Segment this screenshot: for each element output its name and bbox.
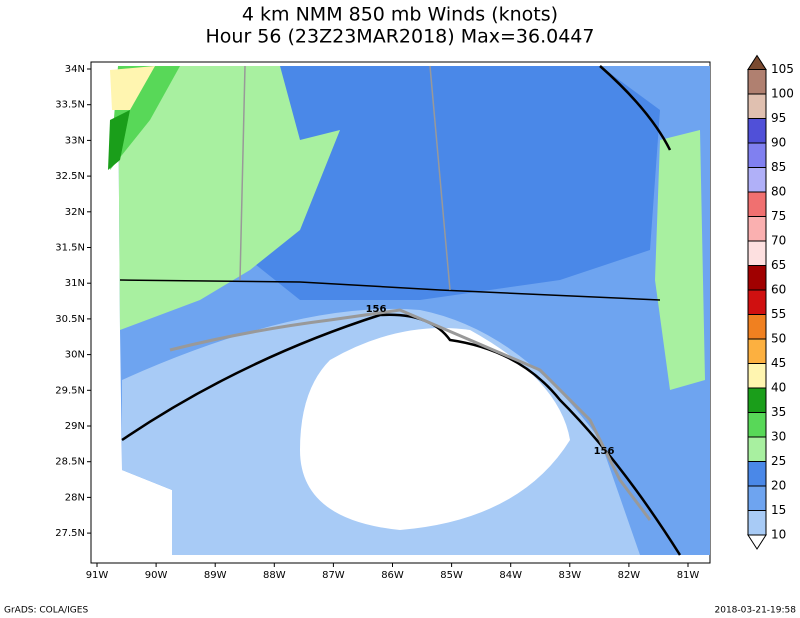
legend-label: 10 xyxy=(771,528,786,542)
coastline xyxy=(169,308,652,521)
lat-label: 32N xyxy=(65,207,85,218)
legend-label: 75 xyxy=(771,209,786,223)
lon-label: 88W xyxy=(263,570,286,581)
lon-label: 83W xyxy=(558,570,581,581)
lat-label: 27.5N xyxy=(55,528,85,539)
lon-label: 86W xyxy=(381,570,404,581)
legend-label: 55 xyxy=(771,307,786,321)
region-light-green-east xyxy=(655,130,705,390)
lat-label: 31.5N xyxy=(55,243,85,254)
legend-swatch xyxy=(747,240,767,266)
lon-label: 87W xyxy=(322,570,345,581)
legend-swatch xyxy=(747,118,767,144)
legend-swatch xyxy=(747,216,767,242)
lat-label: 32.5N xyxy=(55,171,85,182)
legend-label: 90 xyxy=(771,136,786,150)
map-area xyxy=(90,61,711,564)
lon-label: 90W xyxy=(145,570,168,581)
lat-label: 33.5N xyxy=(55,100,85,111)
legend-label: 60 xyxy=(771,283,786,297)
legend-label: 95 xyxy=(771,111,786,125)
legend-label: 45 xyxy=(771,356,786,370)
legend-swatch xyxy=(747,461,767,487)
legend-swatch xyxy=(747,142,767,168)
legend-swatch xyxy=(747,69,767,95)
legend-label: 25 xyxy=(771,454,786,468)
legend-label: 20 xyxy=(771,479,786,493)
lat-label: 29.5N xyxy=(55,385,85,396)
legend-swatch xyxy=(747,412,767,438)
state-border xyxy=(239,65,451,291)
lat-label: 30.5N xyxy=(55,314,85,325)
lon-label: 82W xyxy=(618,570,641,581)
legend-label: 40 xyxy=(771,381,786,395)
legend-swatch xyxy=(747,338,767,364)
region-white xyxy=(300,328,570,530)
region-dark-green xyxy=(108,110,130,170)
legend-label: 35 xyxy=(771,405,786,419)
legend-swatch xyxy=(747,265,767,291)
region-deep-blue xyxy=(250,66,660,300)
legend-swatch xyxy=(747,387,767,413)
lat-label: 33N xyxy=(65,135,85,146)
legend-label: 105 xyxy=(771,62,794,76)
legend-swatch xyxy=(747,363,767,389)
legend-swatch xyxy=(747,436,767,462)
lon-label: 91W xyxy=(86,570,109,581)
lat-label: 31N xyxy=(65,278,85,289)
legend-swatch xyxy=(747,191,767,217)
legend-label: 80 xyxy=(771,185,786,199)
legend-label: 65 xyxy=(771,258,786,272)
legend-swatch xyxy=(747,534,767,550)
subtitle: Hour 56 (23Z23MAR2018) Max=36.0447 xyxy=(206,26,595,48)
contour-label: 156 xyxy=(594,446,615,457)
footer-right: 2018-03-21-19:58 xyxy=(715,606,797,616)
legend-swatch xyxy=(747,510,767,536)
state-border xyxy=(119,279,661,301)
legend-label: 70 xyxy=(771,234,786,248)
legend-swatch xyxy=(747,289,767,315)
region-light-green xyxy=(118,66,340,330)
legend-label: 15 xyxy=(771,503,786,517)
lon-label: 81W xyxy=(677,570,700,581)
lon-label: 89W xyxy=(204,570,227,581)
legend-label: 100 xyxy=(771,87,794,101)
lat-label: 28N xyxy=(65,492,85,503)
legend-label: 85 xyxy=(771,160,786,174)
legend-swatch xyxy=(747,93,767,119)
legend-swatch xyxy=(747,54,767,70)
lat-label: 28.5N xyxy=(55,457,85,468)
region-yellow xyxy=(110,66,155,110)
contour-label: 156 xyxy=(366,304,387,315)
legend-label: 30 xyxy=(771,430,786,444)
title: 4 km NMM 850 mb Winds (knots) xyxy=(242,4,558,26)
legend-swatch xyxy=(747,314,767,340)
lon-label: 84W xyxy=(499,570,522,581)
legend-swatch xyxy=(747,167,767,193)
lat-label: 34N xyxy=(65,64,85,75)
footer-left: GrADS: COLA/IGES xyxy=(4,606,88,616)
legend-label: 50 xyxy=(771,332,786,346)
lat-label: 29N xyxy=(65,421,85,432)
legend-swatch xyxy=(747,485,767,511)
lat-label: 30N xyxy=(65,350,85,361)
lon-label: 85W xyxy=(440,570,463,581)
contour-line xyxy=(599,65,672,151)
